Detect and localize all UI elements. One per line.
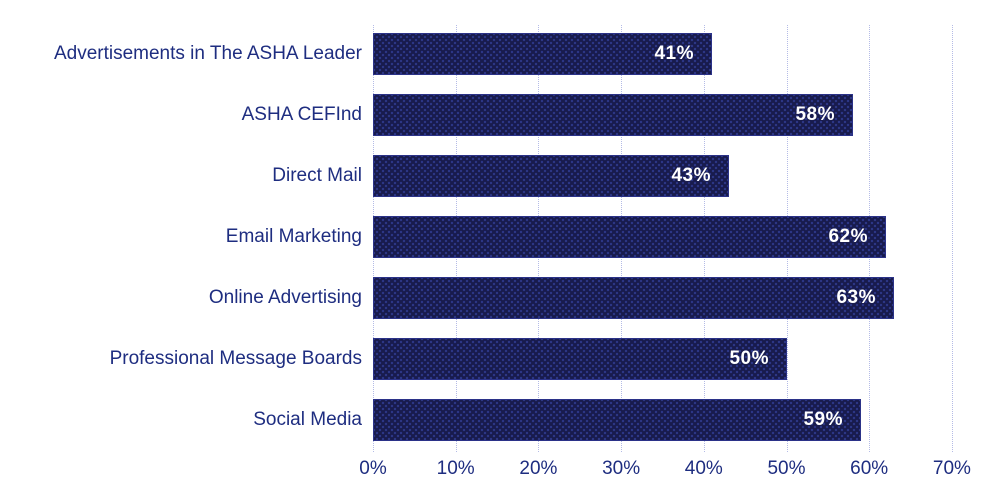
bar: 41% — [373, 33, 712, 75]
bar-value-label: 62% — [828, 226, 868, 247]
x-tick-label: 30% — [602, 458, 641, 479]
category-label: ASHA CEFInd — [241, 104, 362, 125]
bar-value-label: 58% — [795, 104, 835, 125]
bar: 62% — [373, 216, 886, 258]
bar-value-label: 63% — [836, 287, 876, 308]
category-label: Social Media — [253, 409, 362, 430]
category-label: Advertisements in The ASHA Leader — [53, 43, 362, 64]
bar: 63% — [373, 277, 894, 319]
category-label: Professional Message Boards — [109, 348, 362, 369]
category-label: Email Marketing — [225, 226, 362, 247]
bar: 58% — [373, 94, 853, 136]
bar-value-label: 59% — [803, 409, 843, 430]
x-tick-label: 50% — [767, 458, 806, 479]
bar: 43% — [373, 155, 729, 197]
x-tick-label: 0% — [359, 458, 387, 479]
x-tick-label: 10% — [436, 458, 475, 479]
bar: 50% — [373, 338, 787, 380]
plot-area: 41% 58% 43% 62% 63% 50% 59% — [373, 25, 985, 452]
gridline — [951, 25, 953, 452]
category-label: Direct Mail — [272, 165, 362, 186]
x-tick-label: 70% — [932, 458, 971, 479]
bar: 59% — [373, 399, 861, 441]
bar-value-label: 43% — [671, 165, 711, 186]
x-tick-label: 20% — [519, 458, 558, 479]
x-tick-label: 60% — [850, 458, 889, 479]
bar-value-label: 50% — [729, 348, 769, 369]
bar-value-label: 41% — [654, 43, 694, 64]
x-tick-label: 40% — [684, 458, 723, 479]
category-label: Online Advertising — [208, 287, 362, 308]
